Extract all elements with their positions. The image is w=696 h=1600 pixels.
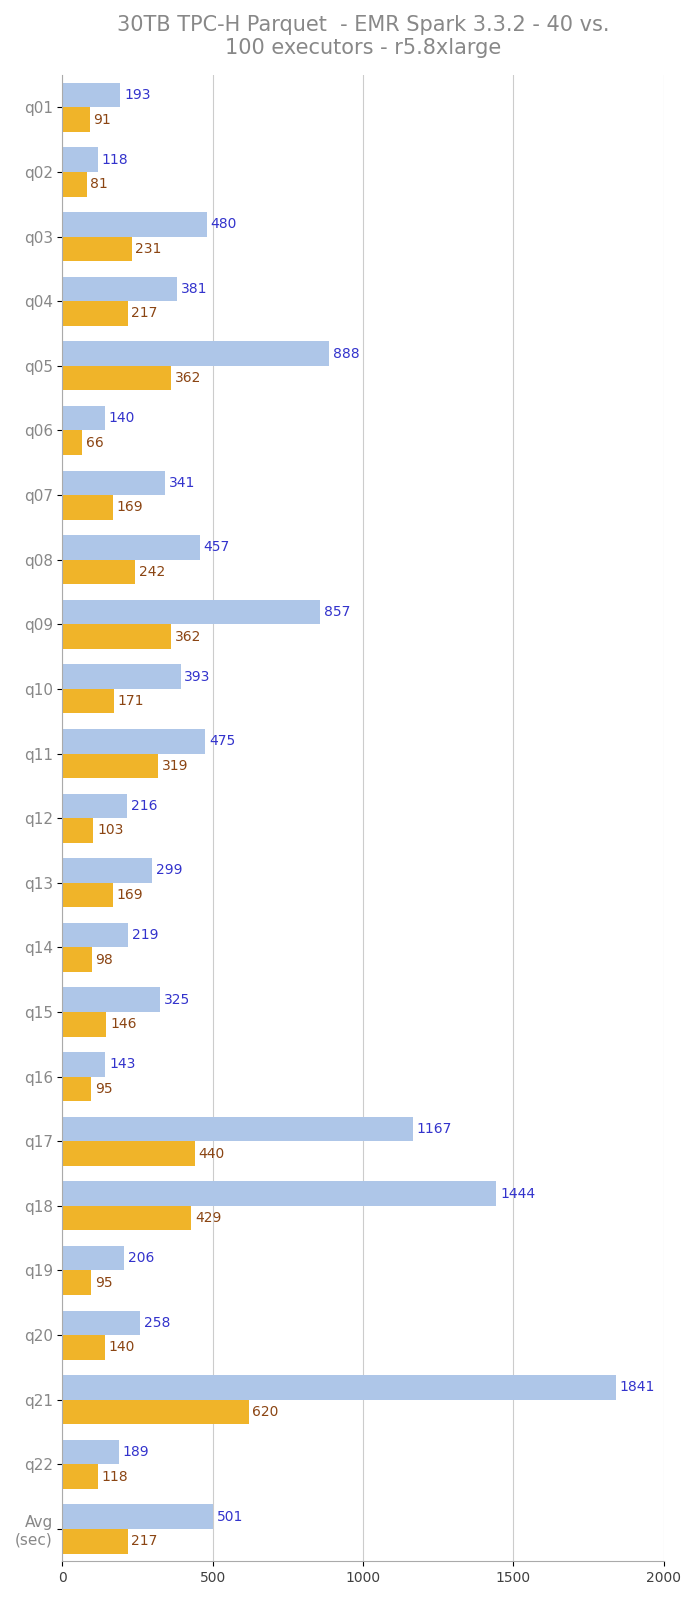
Bar — [63, 277, 177, 301]
Text: 189: 189 — [123, 1445, 150, 1459]
Bar — [63, 624, 171, 650]
Bar — [63, 430, 82, 454]
Text: 95: 95 — [95, 1275, 112, 1290]
Text: 1444: 1444 — [500, 1187, 535, 1200]
Text: 169: 169 — [117, 501, 143, 514]
Bar — [63, 1181, 496, 1206]
Bar — [63, 341, 329, 366]
Text: 319: 319 — [162, 758, 189, 773]
Text: 325: 325 — [164, 992, 190, 1006]
Text: 457: 457 — [203, 541, 230, 555]
Bar — [63, 83, 120, 107]
Text: 81: 81 — [90, 178, 108, 192]
Text: 66: 66 — [86, 435, 104, 450]
Bar — [63, 366, 171, 390]
Bar — [63, 171, 87, 197]
Text: 341: 341 — [168, 475, 195, 490]
Text: 217: 217 — [132, 1534, 158, 1549]
Text: 888: 888 — [333, 347, 360, 360]
Text: 95: 95 — [95, 1082, 112, 1096]
Text: 206: 206 — [128, 1251, 155, 1266]
Bar — [63, 1530, 127, 1554]
Text: 169: 169 — [117, 888, 143, 902]
Bar — [63, 690, 114, 714]
Text: 171: 171 — [118, 694, 144, 709]
Bar — [63, 406, 104, 430]
Text: 219: 219 — [132, 928, 159, 942]
Bar — [63, 1077, 91, 1101]
Text: 440: 440 — [198, 1147, 225, 1160]
Bar — [63, 213, 207, 237]
Bar — [63, 534, 200, 560]
Bar — [63, 1141, 195, 1166]
Text: 91: 91 — [93, 112, 111, 126]
Bar — [63, 883, 113, 907]
Bar — [63, 1013, 106, 1037]
Bar — [63, 1206, 191, 1230]
Text: 140: 140 — [108, 1341, 134, 1354]
Bar — [63, 237, 132, 261]
Bar — [63, 987, 160, 1013]
Text: 98: 98 — [95, 952, 113, 966]
Bar — [63, 818, 93, 843]
Bar — [63, 664, 180, 690]
Text: 1167: 1167 — [417, 1122, 452, 1136]
Text: 501: 501 — [216, 1510, 243, 1523]
Bar — [63, 1374, 616, 1400]
Text: 381: 381 — [180, 282, 207, 296]
Bar — [63, 858, 152, 883]
Bar — [63, 1464, 98, 1490]
Text: 146: 146 — [110, 1018, 136, 1032]
Text: 140: 140 — [108, 411, 134, 426]
Bar — [63, 923, 128, 947]
Text: 393: 393 — [184, 670, 211, 683]
Text: 429: 429 — [195, 1211, 221, 1226]
Text: 193: 193 — [124, 88, 150, 102]
Bar — [63, 1053, 106, 1077]
Text: 1841: 1841 — [619, 1381, 655, 1395]
Text: 362: 362 — [175, 371, 201, 386]
Text: 231: 231 — [136, 242, 162, 256]
Text: 118: 118 — [102, 152, 128, 166]
Bar — [63, 794, 127, 818]
Bar — [63, 730, 205, 754]
Bar — [63, 600, 320, 624]
Bar — [63, 947, 92, 971]
Text: 299: 299 — [156, 864, 182, 877]
Text: 143: 143 — [109, 1058, 136, 1072]
Bar — [63, 1246, 125, 1270]
Text: 216: 216 — [131, 798, 157, 813]
Bar — [63, 470, 165, 494]
Bar — [63, 754, 158, 778]
Bar — [63, 494, 113, 520]
Text: 475: 475 — [209, 734, 235, 749]
Bar — [63, 1117, 413, 1141]
Bar — [63, 1334, 104, 1360]
Bar — [63, 560, 135, 584]
Text: 217: 217 — [132, 307, 158, 320]
Bar — [63, 1504, 213, 1530]
Bar — [63, 147, 98, 171]
Text: 857: 857 — [324, 605, 350, 619]
Text: 620: 620 — [253, 1405, 279, 1419]
Text: 242: 242 — [139, 565, 165, 579]
Text: 103: 103 — [97, 824, 123, 837]
Text: 258: 258 — [143, 1315, 170, 1330]
Bar — [63, 1400, 248, 1424]
Bar — [63, 107, 90, 131]
Bar — [63, 1270, 91, 1294]
Title: 30TB TPC-H Parquet  - EMR Spark 3.3.2 - 40 vs.
100 executors - r5.8xlarge: 30TB TPC-H Parquet - EMR Spark 3.3.2 - 4… — [117, 14, 609, 58]
Text: 362: 362 — [175, 629, 201, 643]
Text: 480: 480 — [210, 218, 237, 232]
Bar — [63, 1310, 140, 1334]
Bar — [63, 1440, 119, 1464]
Text: 118: 118 — [102, 1470, 128, 1483]
Bar — [63, 301, 127, 326]
